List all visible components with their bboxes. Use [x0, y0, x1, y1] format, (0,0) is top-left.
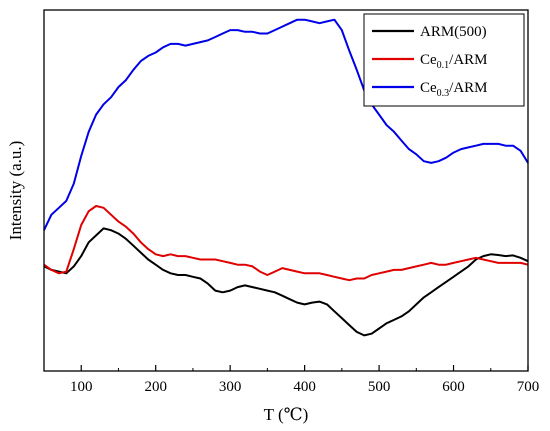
- series-layer: [43, 18, 529, 337]
- x-tick-label: 300: [219, 379, 242, 395]
- x-tick-label: 500: [368, 379, 391, 395]
- legend-label-2: Ce0.1/ARM: [420, 52, 488, 71]
- series-line-2: [43, 205, 529, 282]
- x-tick-label: 200: [144, 379, 167, 395]
- legend: ARM(500) Ce0.1/ARM Ce0.3/ARM: [363, 13, 525, 107]
- y-axis-title: Intensity (a.u.): [6, 141, 25, 241]
- x-tick-label: 100: [70, 379, 93, 395]
- series-line-3: [43, 18, 529, 231]
- x-tick-label: 700: [517, 379, 540, 395]
- x-tick-label: 600: [442, 379, 465, 395]
- x-axis-title: T (℃): [264, 405, 309, 424]
- x-axis: 100 200 300 400 500 600 700: [43, 365, 540, 395]
- legend-label-1: ARM(500): [420, 24, 487, 40]
- series-line-1: [43, 227, 529, 337]
- plot-frame: [43, 9, 529, 372]
- legend-label-3: Ce0.3/ARM: [420, 80, 488, 99]
- x-tick-label: 400: [293, 379, 316, 395]
